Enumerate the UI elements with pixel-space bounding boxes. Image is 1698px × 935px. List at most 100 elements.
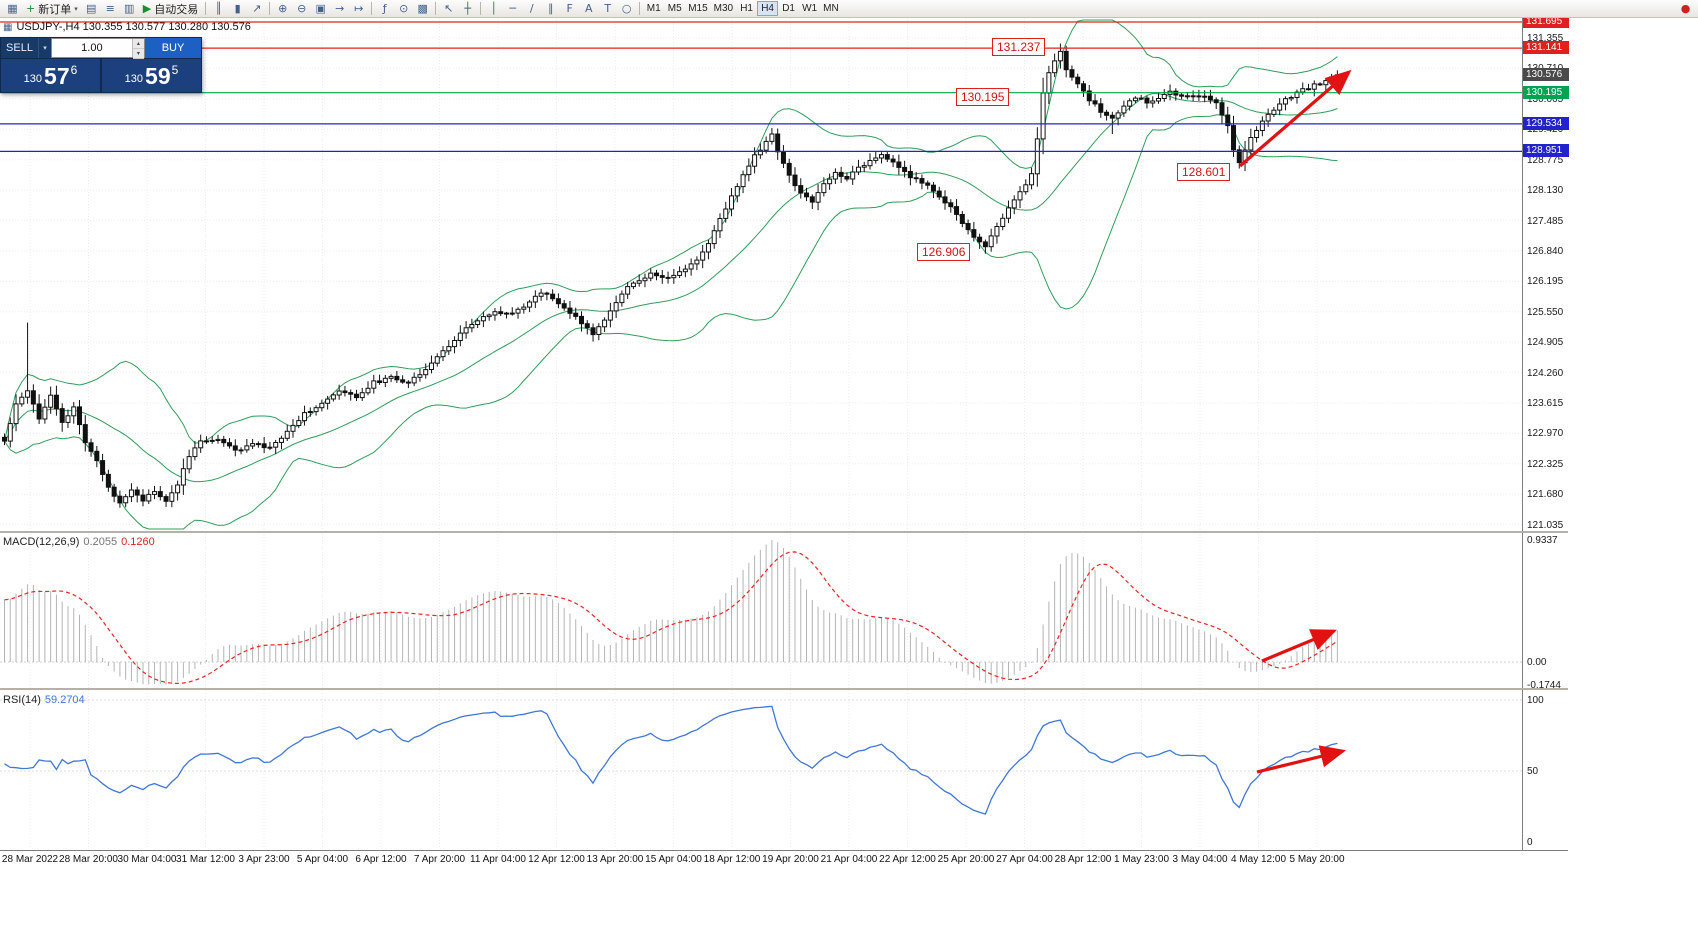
price-callout[interactable]: 126.906 xyxy=(917,243,971,261)
channel-icon[interactable]: ∥ xyxy=(542,1,559,17)
price-callout[interactable]: 131.237 xyxy=(992,38,1046,56)
time-axis-label: 28 Apr 12:00 xyxy=(1054,854,1112,865)
one-click-trading-panel: SELL ▾ ▴ ▾ BUY 130 57 6 130 59 5 xyxy=(0,37,202,93)
auto-trading-button[interactable]: ▶ 自动交易 xyxy=(140,1,201,17)
sell-price-big-figure: 130 xyxy=(23,73,43,85)
rsi-scale-label: 0 xyxy=(1527,837,1533,848)
time-axis-label: 28 Mar 2022 xyxy=(1,854,59,865)
caret-down-icon: ▾ xyxy=(74,4,78,13)
macd-scale-label: 0.9337 xyxy=(1527,535,1558,546)
profiles-icon[interactable]: ▤ xyxy=(83,1,100,17)
timeframe-m1-button[interactable]: M1 xyxy=(646,3,661,14)
macd-panel-separator[interactable] xyxy=(0,531,1568,533)
macd-signal-value: 0.1260 xyxy=(121,536,155,548)
new-chart-icon[interactable]: ▦ xyxy=(4,1,21,17)
price-axis[interactable]: 131.355130.710130.065129.420128.775128.1… xyxy=(1522,15,1569,850)
time-axis[interactable]: 28 Mar 2022 28 Mar 20:00 30 Mar 04:00 31 Ma… xyxy=(0,850,1568,869)
stepper-up-icon[interactable]: ▴ xyxy=(132,39,144,49)
time-axis-label: 30 Mar 04:00 xyxy=(117,854,177,865)
stepper-down-icon[interactable]: ▾ xyxy=(132,49,144,59)
volume-field: ▴ ▾ xyxy=(51,38,145,59)
label-icon[interactable]: T xyxy=(599,1,616,17)
fibonacci-icon[interactable]: F xyxy=(561,1,578,17)
bar-chart-icon[interactable]: ║ xyxy=(210,1,227,17)
horizontal-line-icon: ─ xyxy=(509,2,517,15)
community-icon[interactable]: ● xyxy=(1680,2,1691,15)
horizontal-line-icon[interactable]: ─ xyxy=(504,1,521,17)
sell-button[interactable]: SELL xyxy=(1,38,38,58)
market-watch-icon[interactable]: ≡ xyxy=(102,1,119,17)
auto-scroll-icon[interactable]: → xyxy=(331,1,348,17)
cursor-icon[interactable]: ↖ xyxy=(440,1,457,17)
indicators-icon[interactable]: ƒ xyxy=(376,1,393,17)
volume-dropdown-button[interactable]: ▾ xyxy=(38,38,51,58)
trendline-icon[interactable]: / xyxy=(523,1,540,17)
rsi-indicator-label: RSI(14) 59.2704 xyxy=(3,694,85,706)
macd-scale-label: -0.1744 xyxy=(1527,679,1561,691)
text-icon[interactable]: A xyxy=(580,1,597,17)
time-axis-label: 6 Apr 12:00 xyxy=(355,854,407,865)
trendline-icon: / xyxy=(529,2,534,15)
zoom-out-icon[interactable]: ⊖ xyxy=(293,1,310,17)
sell-price-display[interactable]: 130 57 6 xyxy=(1,59,100,92)
timeframe-h4-button[interactable]: H4 xyxy=(757,1,779,16)
line-chart-icon[interactable]: ↗ xyxy=(248,1,265,17)
time-axis-label: 5 May 20:00 xyxy=(1289,854,1345,865)
fibonacci-icon: F xyxy=(566,2,573,15)
zoom-in-icon: ⊕ xyxy=(278,2,288,15)
volume-input[interactable] xyxy=(52,39,132,57)
timeframe-m15-button[interactable]: M15 xyxy=(688,3,708,14)
time-axis-label: 19 Apr 20:00 xyxy=(762,854,819,865)
price-axis-label: 121.680 xyxy=(1527,489,1564,501)
price-axis-label: 131.355 xyxy=(1527,33,1564,45)
timeframe-mn-button[interactable]: MN xyxy=(823,3,839,14)
price-callout[interactable]: 128.601 xyxy=(1177,163,1231,181)
price-axis-label: 126.195 xyxy=(1527,276,1564,288)
timeframe-h1-button[interactable]: H1 xyxy=(740,3,753,14)
timeframe-d1-button[interactable]: D1 xyxy=(782,3,795,14)
rsi-scale-label: 100 xyxy=(1527,695,1544,706)
new-order-icon: + xyxy=(26,2,36,15)
price-marker-blue: 128.951 xyxy=(1523,144,1569,158)
chart-symbol-icon: ▦ xyxy=(3,21,13,33)
price-marker-red: 131.141 xyxy=(1523,41,1569,55)
candlestick-chart-icon[interactable]: ▮ xyxy=(229,1,246,17)
chart-ohlc-text: USDJPY-,H4 130.355 130.577 130.280 130.5… xyxy=(16,21,251,33)
sell-price-pips: 57 xyxy=(44,62,70,89)
price-axis-label: 124.905 xyxy=(1527,337,1564,349)
tile-windows-icon[interactable]: ▣ xyxy=(312,1,329,17)
buy-price-fraction: 5 xyxy=(171,63,179,77)
data-window-icon[interactable]: ▥ xyxy=(121,1,138,17)
time-axis-label: 18 Apr 12:00 xyxy=(703,854,761,865)
rsi-panel-separator[interactable] xyxy=(0,688,1568,690)
timeframe-m5-button[interactable]: M5 xyxy=(667,3,682,14)
crosshair-icon[interactable]: ┼ xyxy=(459,1,476,17)
time-axis-label: 13 Apr 20:00 xyxy=(586,854,644,865)
vertical-line-icon[interactable]: │ xyxy=(485,1,502,17)
rsi-scale-label: 50 xyxy=(1527,766,1539,777)
caret-down-icon: ▾ xyxy=(43,45,47,52)
buy-button[interactable]: BUY xyxy=(145,38,201,58)
price-axis-label: 126.840 xyxy=(1527,245,1564,257)
timeframe-m30-button[interactable]: M30 xyxy=(713,3,734,14)
new-order-button[interactable]: + 新订单 ▾ xyxy=(23,1,81,17)
templates-icon[interactable]: ▩ xyxy=(414,1,431,17)
buy-price-display[interactable]: 130 59 5 xyxy=(102,59,201,92)
zoom-in-icon[interactable]: ⊕ xyxy=(274,1,291,17)
sell-price-fraction: 6 xyxy=(70,63,78,77)
time-axis-label: 28 Mar 20:00 xyxy=(59,854,118,865)
shapes-icon: ○ xyxy=(621,2,632,15)
time-axis-label: 15 Apr 04:00 xyxy=(645,854,702,865)
shapes-icon[interactable]: ○ xyxy=(618,1,635,17)
toolbar-separator xyxy=(639,2,641,15)
periods-icon[interactable]: ⊙ xyxy=(395,1,412,17)
trade-controls-row: SELL ▾ ▴ ▾ BUY xyxy=(1,38,201,59)
price-marker-green: 130.195 xyxy=(1523,85,1569,99)
auto-trading-button-label: 自动交易 xyxy=(154,3,199,16)
price-axis-label: 128.775 xyxy=(1527,154,1564,166)
chart-shift-icon[interactable]: ↦ xyxy=(350,1,367,17)
timeframe-w1-button[interactable]: W1 xyxy=(802,3,818,14)
price-callout[interactable]: 130.195 xyxy=(956,88,1010,106)
